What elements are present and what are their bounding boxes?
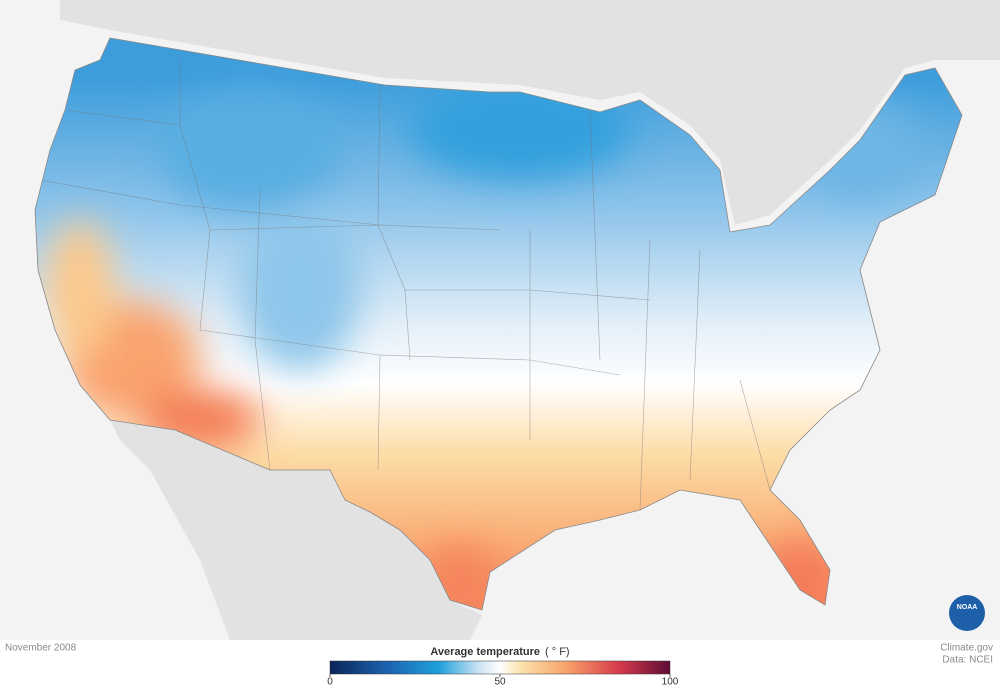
colorbar-tick-label: 0 [327, 677, 333, 688]
noaa-logo [949, 595, 985, 631]
credit: Climate.gov [940, 643, 993, 654]
colorbar-tick-label: 50 [494, 677, 506, 688]
temperature-anomalies [45, 80, 920, 610]
legend-title-text: Average temperature [430, 646, 540, 658]
legend-title: Average temperature ( ° F) [430, 646, 569, 658]
temperature-map [35, 38, 962, 610]
logo-text: NOAA [957, 604, 978, 611]
date-label: November 2008 [5, 643, 77, 654]
canada [60, 0, 1000, 225]
mexico [110, 420, 482, 640]
colorbar-tick-label: 100 [662, 677, 679, 688]
data-source: Data: NCEI [942, 655, 993, 666]
state-borders [39, 60, 771, 511]
legend-unit: ( ° F) [545, 646, 570, 658]
colorbar [329, 660, 671, 675]
